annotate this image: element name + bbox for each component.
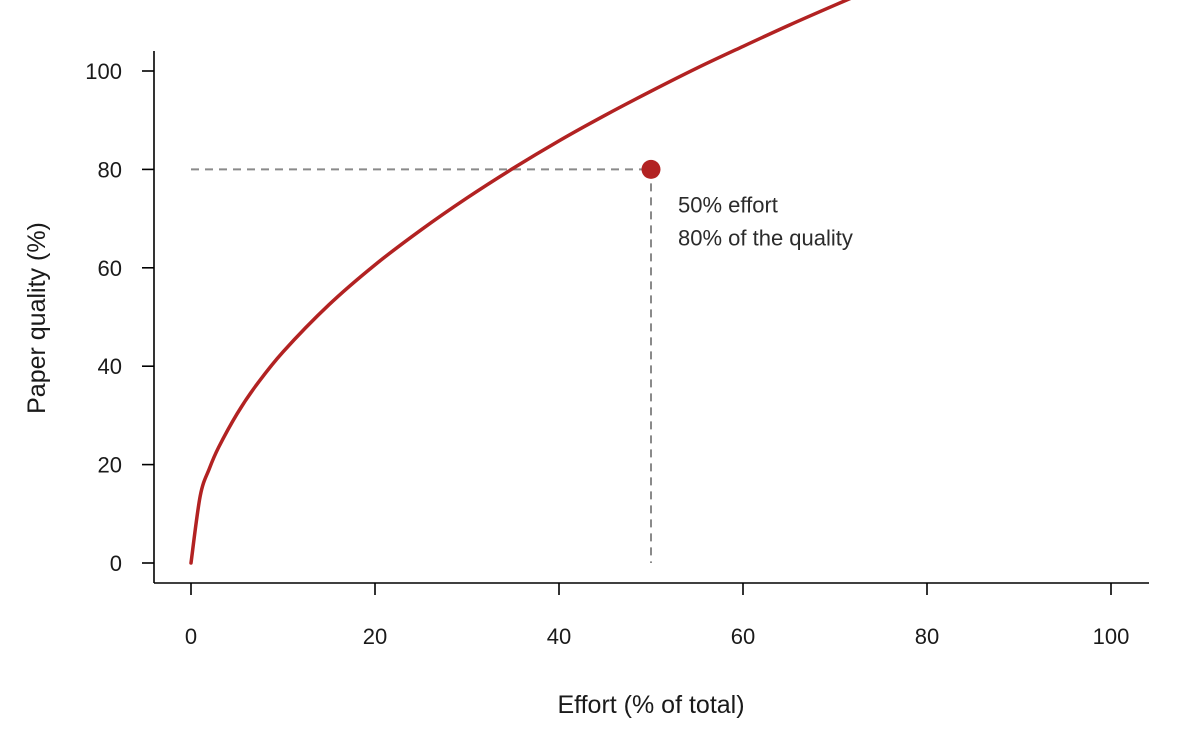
axes [153,51,1149,584]
y-tick-label: 100 [85,59,122,84]
y-ticks: 0 20 40 60 80 100 [85,59,154,576]
y-tick-label: 20 [98,453,122,478]
series-line [189,0,852,565]
y-tick-label: 80 [98,157,122,182]
y-axis-title: Paper quality (%) [23,222,51,414]
highlight-layer [641,159,661,179]
annotation-line-1: 50% effort [678,192,778,217]
x-tick-label: 100 [1093,624,1130,649]
annotation-line-2: 80% of the quality [678,225,853,250]
x-ticks: 0 20 40 60 80 100 [185,583,1129,649]
x-tick-label: 40 [547,624,571,649]
highlight-point [641,159,661,179]
reference-lines [191,168,652,563]
x-axis-title: Effort (% of total) [557,691,744,719]
annotation-layer: 50% effort 80% of the quality [678,192,853,250]
y-tick-label: 40 [98,354,122,379]
x-tick-label: 20 [363,624,387,649]
y-tick-label: 60 [98,256,122,281]
y-tick-label: 0 [110,551,122,576]
series-layer [189,0,852,565]
x-tick-label: 0 [185,624,197,649]
x-tick-label: 80 [915,624,939,649]
x-tick-label: 60 [731,624,755,649]
